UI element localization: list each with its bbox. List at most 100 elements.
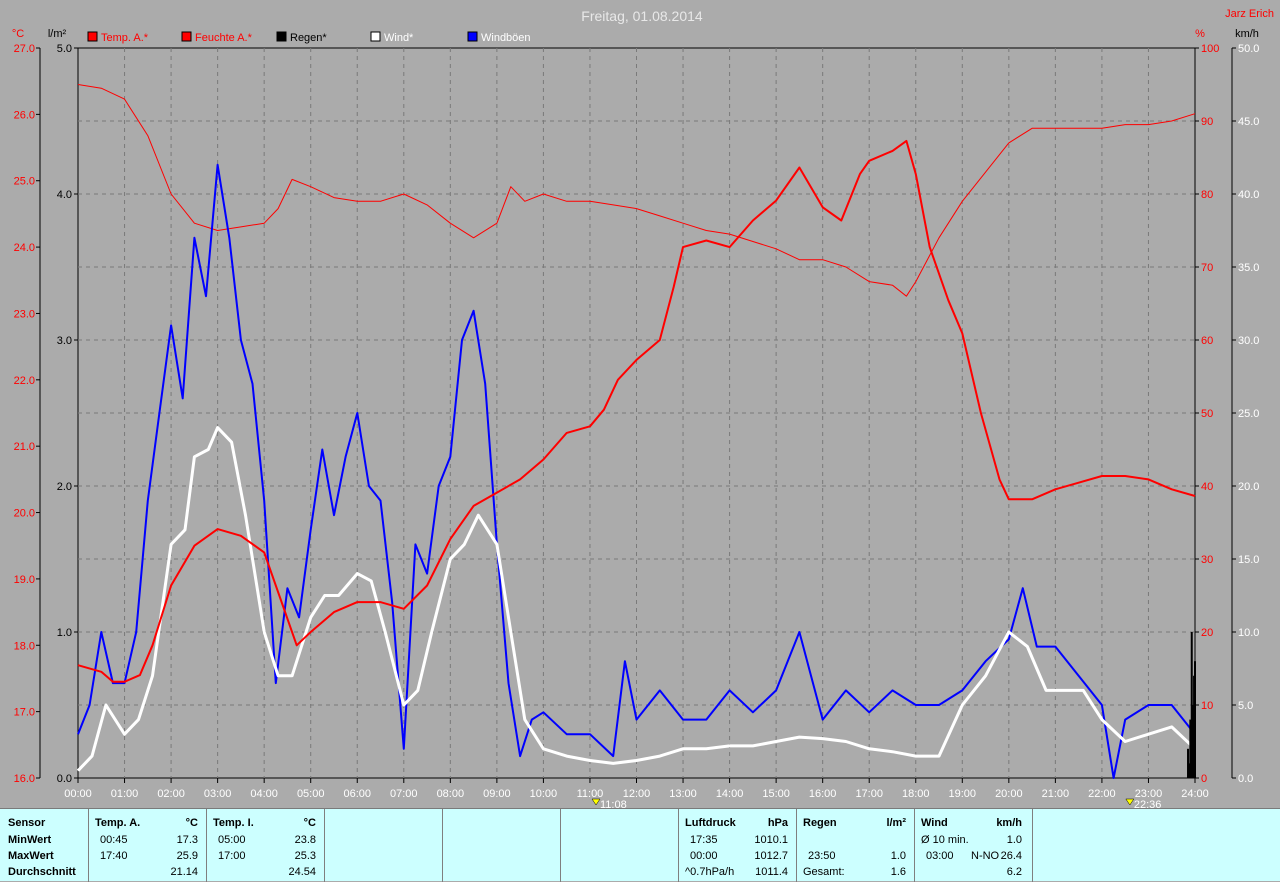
footer-divider bbox=[442, 809, 443, 882]
row-avg-label: Durchschnitt bbox=[8, 866, 76, 878]
temp-a-unit: °C bbox=[185, 817, 198, 829]
x-tick-label: 20:00 bbox=[995, 788, 1023, 800]
series-line-feuchte-a bbox=[77, 84, 1196, 297]
humidity-tick-label: 20 bbox=[1201, 627, 1213, 639]
rain-max-time: 23:50 bbox=[808, 850, 836, 862]
wind-tick-label: 50.0 bbox=[1238, 43, 1259, 55]
temp-i-max: 25.3 bbox=[294, 850, 316, 862]
rain-tick-label: 0.0 bbox=[57, 773, 72, 785]
rain-tick-label: 1.0 bbox=[57, 627, 72, 639]
row-min-label: MinWert bbox=[8, 834, 52, 846]
humidity-tick-label: 80 bbox=[1201, 189, 1213, 201]
x-tick-label: 04:00 bbox=[250, 788, 278, 800]
wind-tick-label: 35.0 bbox=[1238, 262, 1259, 274]
time-marker-label: 22:36 bbox=[1134, 799, 1162, 808]
x-tick-label: 22:00 bbox=[1088, 788, 1116, 800]
series-line-wind bbox=[76, 426, 1197, 772]
footer-divider bbox=[1032, 809, 1033, 882]
temp-i-unit: °C bbox=[303, 817, 316, 829]
pressure-min: 1010.1 bbox=[754, 834, 788, 846]
wind-unit: km/h bbox=[996, 817, 1022, 829]
unit-wind-label: km/h bbox=[1235, 28, 1259, 40]
legend-swatch bbox=[467, 31, 478, 42]
wind-tick-label: 5.0 bbox=[1238, 700, 1253, 712]
rain-title: Regen bbox=[803, 817, 837, 829]
temp-a-min-time: 00:45 bbox=[100, 834, 128, 846]
legend: Temp. A.* Feuchte A.* Regen* Wind* Windböen bbox=[87, 31, 531, 44]
row-max-label: MaxWert bbox=[8, 850, 54, 862]
pressure-min-time: 17:35 bbox=[690, 834, 718, 846]
x-tick-label: 11:00 bbox=[577, 788, 604, 800]
wind-max-time: 03:00 bbox=[926, 850, 954, 862]
temp-i-min: 23.8 bbox=[294, 834, 316, 846]
x-tick-label: 18:00 bbox=[902, 788, 930, 800]
temp-tick-label: 27.0 bbox=[14, 43, 35, 55]
wind-tick-label: 30.0 bbox=[1238, 335, 1259, 347]
wind-tick-label: 45.0 bbox=[1238, 116, 1259, 128]
time-marker-label: 11:08 bbox=[600, 799, 627, 808]
unit-temp-label: °C bbox=[12, 28, 24, 40]
footer-divider bbox=[560, 809, 561, 882]
legend-label: Temp. A.* bbox=[101, 32, 149, 44]
x-tick-label: 15:00 bbox=[762, 788, 790, 800]
humidity-tick-label: 40 bbox=[1201, 481, 1213, 493]
legend-swatch bbox=[370, 31, 381, 42]
x-tick-label: 14:00 bbox=[716, 788, 744, 800]
wind-avg10-label: Ø 10 min. bbox=[921, 834, 969, 846]
sensor-title: Sensor bbox=[8, 817, 46, 829]
unit-humidity-label: % bbox=[1195, 28, 1205, 40]
temp-i-avg: 24.54 bbox=[288, 866, 316, 878]
wind-tick-label: 25.0 bbox=[1238, 408, 1259, 420]
temp-a-title: Temp. A. bbox=[95, 817, 141, 829]
wind-max-dir: N-NO bbox=[971, 850, 1000, 862]
x-tick-label: 23:00 bbox=[1135, 788, 1163, 800]
wind-avg: 6.2 bbox=[1006, 866, 1022, 878]
series-layer bbox=[76, 84, 1197, 779]
wind-title: Wind bbox=[921, 817, 948, 829]
temp-tick-label: 17.0 bbox=[14, 707, 35, 719]
footer-divider bbox=[914, 809, 915, 882]
rain-tick-label: 3.0 bbox=[57, 335, 72, 347]
temp-tick-label: 26.0 bbox=[14, 109, 35, 121]
footer-divider bbox=[678, 809, 679, 882]
x-tick-label: 19:00 bbox=[949, 788, 977, 800]
legend-swatch bbox=[87, 31, 98, 42]
temp-a-min: 17.3 bbox=[176, 834, 198, 846]
pressure-max: 1012.7 bbox=[754, 850, 788, 862]
wind-tick-label: 20.0 bbox=[1238, 481, 1259, 493]
wind-tick-label: 15.0 bbox=[1238, 554, 1259, 566]
rain-max: 1.0 bbox=[890, 850, 906, 862]
weather-chart: Freitag, 01.08.2014 Jarz Erich °C l/m² %… bbox=[12, 8, 1274, 808]
temp-a-avg: 21.14 bbox=[170, 866, 198, 878]
x-tick-label: 24:00 bbox=[1181, 788, 1209, 800]
footer-divider bbox=[796, 809, 797, 882]
pressure-avg: 1011.4 bbox=[755, 866, 788, 878]
humidity-tick-label: 100 bbox=[1201, 43, 1219, 55]
temp-tick-label: 23.0 bbox=[14, 308, 35, 320]
temp-tick-label: 25.0 bbox=[14, 176, 35, 188]
wind-tick-label: 10.0 bbox=[1238, 627, 1259, 639]
axes: 00:00 01:00 02:00 03:00 04:00 05:00 06:00 07:00… bbox=[14, 43, 1260, 800]
x-tick-label: 17:00 bbox=[855, 788, 883, 800]
time-marker-icon bbox=[1125, 798, 1135, 806]
x-tick-label: 08:00 bbox=[437, 788, 465, 800]
stats-footer: Sensor MinWert MaxWert Durchschnitt Temp… bbox=[0, 808, 1280, 882]
temp-tick-label: 20.0 bbox=[14, 508, 35, 520]
rain-tick-label: 2.0 bbox=[57, 481, 72, 493]
rain-total-label: Gesamt: bbox=[803, 866, 845, 878]
humidity-tick-label: 0 bbox=[1201, 773, 1207, 785]
humidity-tick-label: 60 bbox=[1201, 335, 1213, 347]
humidity-tick-label: 90 bbox=[1201, 116, 1213, 128]
wind-tick-label: 0.0 bbox=[1238, 773, 1253, 785]
rain-tick-label: 5.0 bbox=[57, 43, 72, 55]
temp-i-min-time: 05:00 bbox=[218, 834, 246, 846]
legend-label: Regen* bbox=[290, 32, 327, 44]
pressure-trend: ^0.7hPa/h bbox=[685, 866, 735, 878]
markers: 11:08 22:36 bbox=[591, 798, 1162, 808]
x-tick-label: 05:00 bbox=[297, 788, 325, 800]
humidity-tick-label: 10 bbox=[1201, 700, 1213, 712]
x-tick-label: 02:00 bbox=[157, 788, 185, 800]
footer-divider bbox=[206, 809, 207, 882]
x-tick-label: 21:00 bbox=[1042, 788, 1070, 800]
legend-label: Feuchte A.* bbox=[195, 32, 253, 44]
